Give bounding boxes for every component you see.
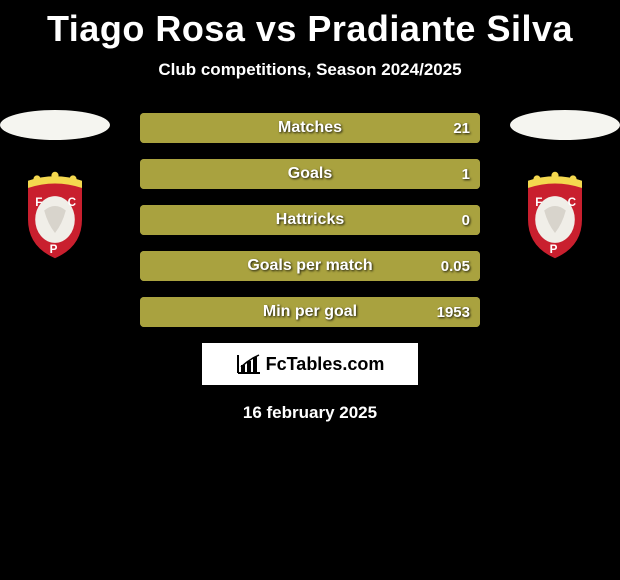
svg-text:C: C	[568, 196, 577, 209]
stat-label: Matches	[278, 119, 342, 137]
stat-value-right: 1	[462, 166, 470, 183]
stat-value-right: 0	[462, 212, 470, 229]
stat-row: Hattricks 0	[140, 205, 480, 235]
brand-badge: FcTables.com	[202, 343, 418, 385]
stat-label: Goals	[288, 165, 332, 183]
stat-value-right: 0.05	[441, 258, 470, 275]
date-label: 16 february 2025	[0, 403, 620, 423]
stat-value-right: 1953	[437, 304, 470, 321]
right-club-crest: F C P	[510, 170, 600, 260]
stat-row: Matches 21	[140, 113, 480, 143]
stat-bars: Matches 21 Goals 1 Hattricks 0 Goals per match…	[140, 110, 480, 327]
stat-row: Goals per match 0.05	[140, 251, 480, 281]
stat-label: Min per goal	[263, 303, 357, 321]
stat-row: Min per goal 1953	[140, 297, 480, 327]
stat-label: Goals per match	[247, 257, 372, 275]
page-title: Tiago Rosa vs Pradiante Silva	[0, 0, 620, 50]
comparison-panel: F C P F C P Matches 21 Goals 1 Hattricks 0 Goa…	[0, 110, 620, 423]
stat-row: Goals 1	[140, 159, 480, 189]
svg-text:P: P	[550, 243, 558, 256]
right-ellipse	[510, 110, 620, 140]
brand-text: FcTables.com	[266, 354, 385, 375]
left-team-column: F C P	[0, 110, 110, 260]
svg-text:P: P	[50, 243, 58, 256]
svg-text:F: F	[535, 196, 542, 209]
stat-value-right: 21	[453, 120, 470, 137]
subtitle: Club competitions, Season 2024/2025	[0, 60, 620, 80]
svg-text:F: F	[35, 196, 42, 209]
right-team-column: F C P	[510, 110, 620, 260]
brand-chart-icon	[236, 353, 262, 375]
left-club-crest: F C P	[10, 170, 100, 260]
svg-text:C: C	[68, 196, 77, 209]
left-ellipse	[0, 110, 110, 140]
stat-label: Hattricks	[276, 211, 344, 229]
